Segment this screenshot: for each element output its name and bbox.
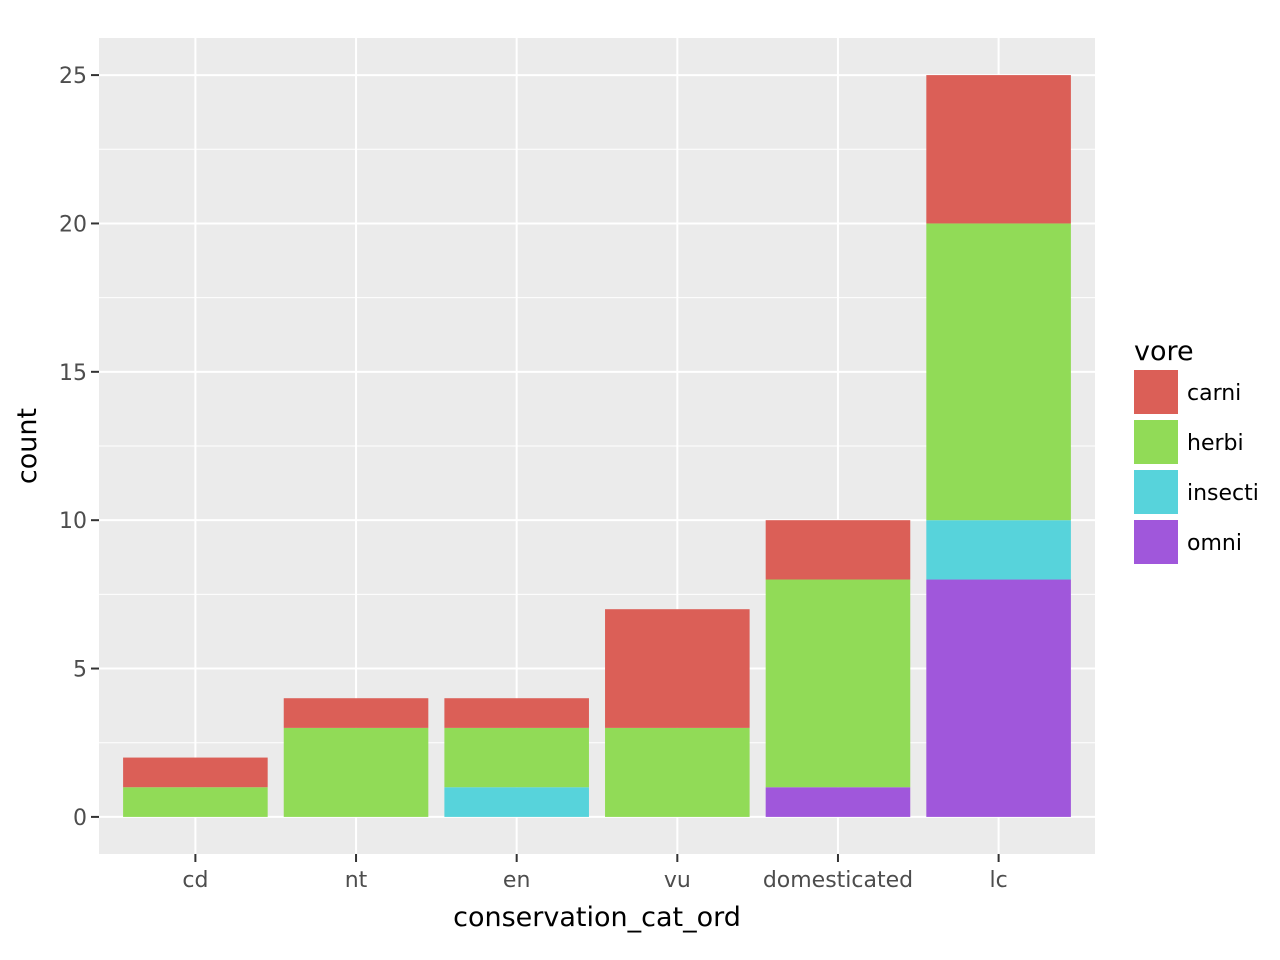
- x-tick-label: en: [503, 868, 530, 893]
- bar-nt-carni: [283, 698, 429, 728]
- x-tick-label: domesticated: [763, 868, 913, 893]
- x-tick-label: lc: [990, 868, 1008, 893]
- bar-nt-herbi: [283, 727, 429, 817]
- bar-domesticated-omni: [765, 787, 911, 817]
- bar-lc-herbi: [926, 223, 1071, 521]
- y-tick-label: 0: [73, 806, 87, 831]
- legend: vore carni herbi insecti omni: [1134, 336, 1259, 564]
- bar-domesticated-herbi: [765, 579, 911, 788]
- y-tick-label: 25: [59, 64, 87, 89]
- x-tick-label: cd: [182, 868, 208, 893]
- legend-key-carni: [1134, 370, 1178, 414]
- bar-en-herbi: [444, 727, 589, 788]
- bar-vu-carni: [605, 609, 750, 728]
- legend-label-carni: carni: [1187, 381, 1241, 406]
- bar-en-carni: [444, 698, 589, 728]
- y-tick-label: 5: [73, 658, 87, 683]
- x-tick-label: vu: [664, 868, 691, 893]
- bar-lc-omni: [926, 579, 1071, 817]
- x-tick-label: nt: [345, 868, 368, 893]
- bar-en-insecti: [444, 787, 589, 817]
- legend-key-insecti: [1134, 470, 1178, 514]
- bar-domesticated-carni: [765, 520, 911, 580]
- bar-lc-insecti: [926, 520, 1071, 580]
- bars: [123, 75, 1071, 817]
- x-axis-title: conservation_cat_ord: [453, 902, 741, 933]
- y-tick-label: 15: [59, 361, 87, 386]
- y-tick-label: 10: [59, 509, 87, 534]
- bar-vu-herbi: [605, 727, 750, 817]
- y-axis: 0 5 10 15 20 25: [59, 64, 99, 831]
- legend-label-omni: omni: [1187, 531, 1242, 556]
- x-axis: cd nt en vu domesticated lc: [182, 854, 1008, 893]
- legend-label-insecti: insecti: [1187, 481, 1259, 506]
- legend-key-omni: [1134, 520, 1178, 564]
- bar-cd-carni: [123, 757, 268, 788]
- bar-lc-carni: [926, 75, 1071, 224]
- y-axis-title: count: [12, 408, 43, 484]
- y-tick-label: 20: [59, 212, 87, 237]
- bar-cd-herbi: [123, 787, 268, 817]
- legend-title: vore: [1134, 336, 1194, 367]
- legend-key-herbi: [1134, 420, 1178, 464]
- legend-label-herbi: herbi: [1187, 431, 1244, 456]
